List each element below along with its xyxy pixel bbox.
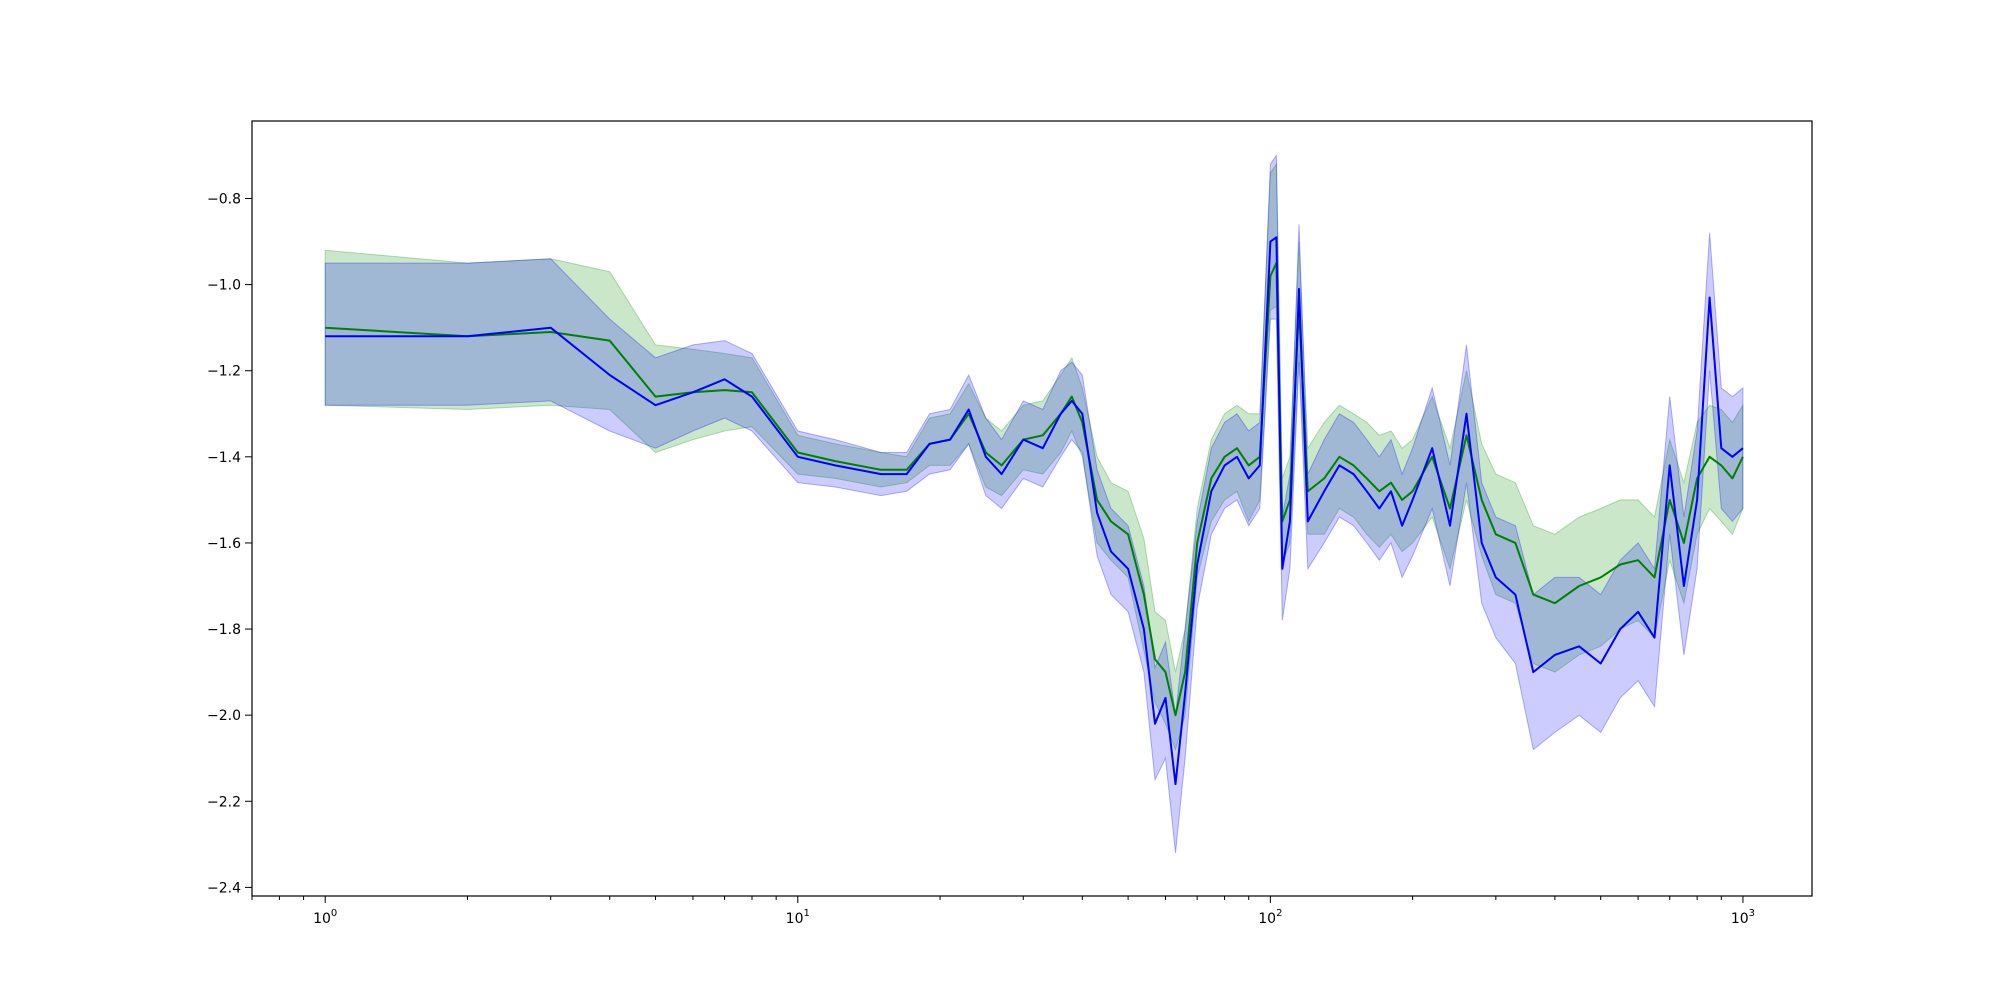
x-tick-label: 103 — [1731, 908, 1755, 927]
band-series-1 — [324, 162, 1744, 752]
line-series-1 — [325, 262, 1744, 717]
x-axis: 100 101 102 103 — [251, 896, 1755, 927]
y-tick-label: −0.8 — [207, 192, 241, 208]
x-tick-label: 101 — [786, 908, 810, 927]
series-lines — [325, 236, 1744, 786]
band-series-2 — [324, 153, 1744, 853]
y-axis: −0.8 −1.0 −1.2 −1.4 −1.6 −1.8 −2.0 −2.2 −2.4 — [207, 192, 252, 896]
y-tick-label: −2.2 — [207, 794, 241, 810]
x-tick-label: 100 — [313, 908, 337, 927]
y-tick-label: −1.0 — [207, 278, 241, 294]
confidence-bands — [324, 153, 1744, 853]
y-tick-label: −2.0 — [207, 708, 241, 724]
x-tick-label: 102 — [1258, 908, 1282, 927]
plot-area-frame — [251, 120, 1813, 897]
y-tick-label: −1.4 — [207, 450, 241, 466]
y-tick-label: −1.6 — [207, 536, 241, 552]
y-tick-label: −1.8 — [207, 622, 241, 638]
y-tick-label: −1.2 — [207, 364, 241, 380]
y-tick-label: −2.4 — [207, 880, 241, 896]
line-series-2 — [325, 236, 1744, 786]
